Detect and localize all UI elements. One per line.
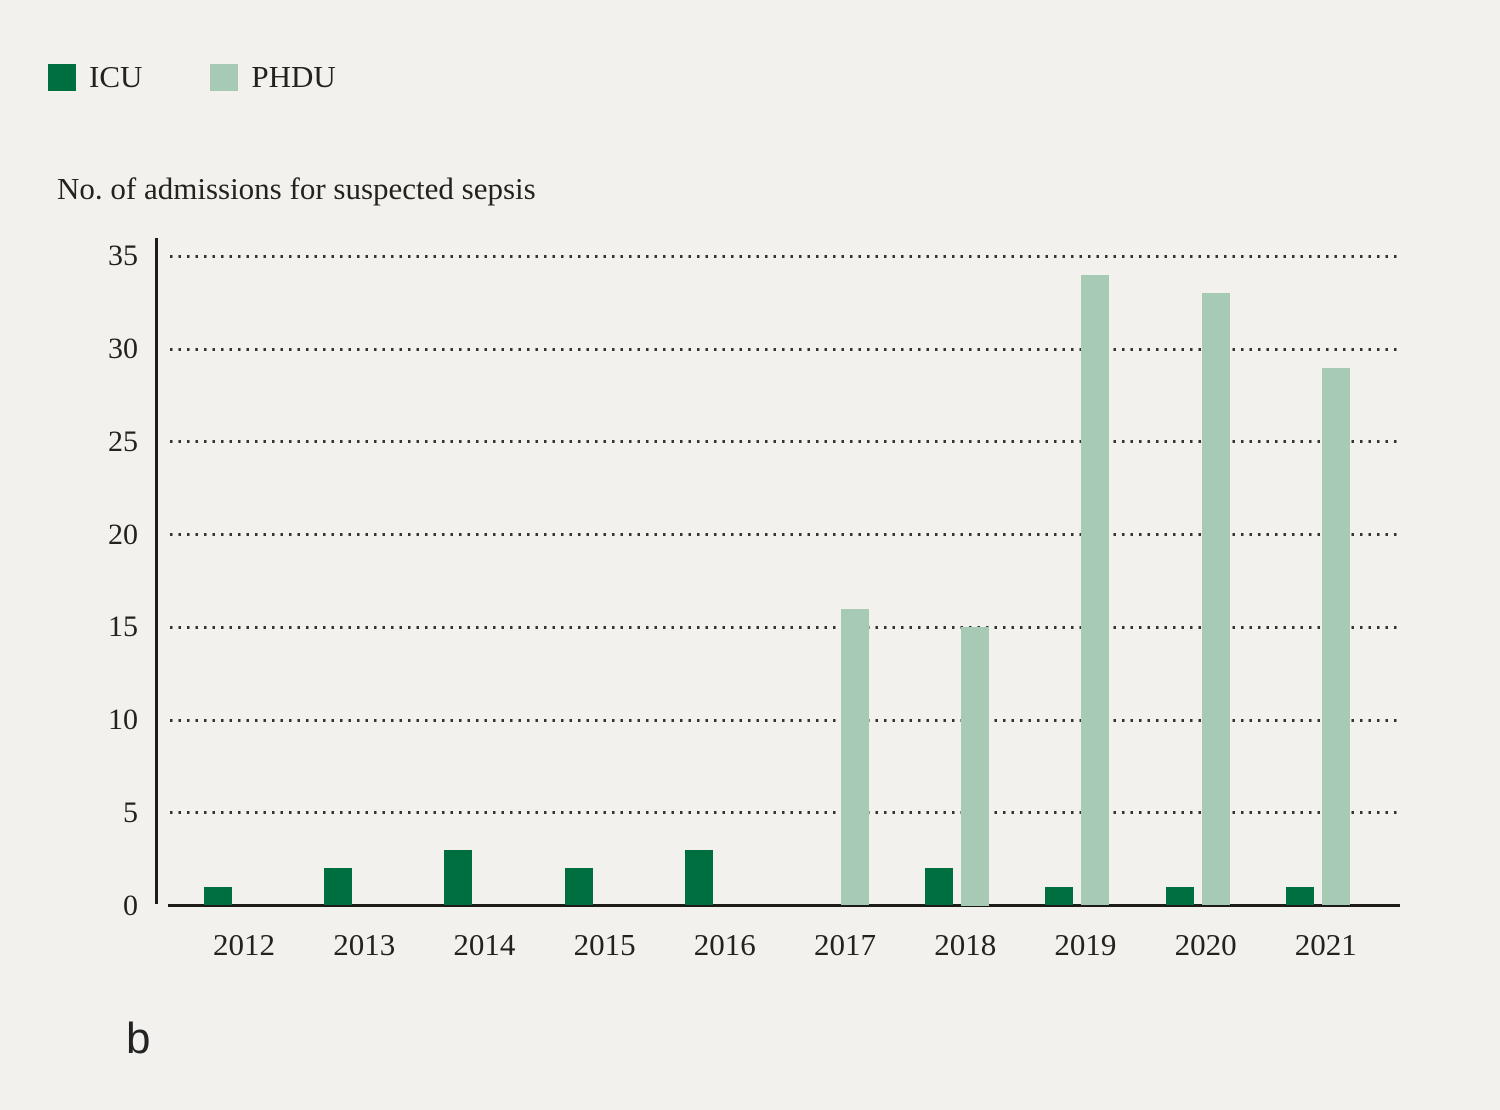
x-tick-label-2019: 2019 [1054, 927, 1117, 962]
gridline-5 [170, 811, 1400, 815]
y-tick-label-20: 20 [108, 517, 138, 551]
bar-phdu-2020 [1201, 293, 1230, 906]
x-tick-label-2018: 2018 [934, 927, 997, 962]
bar-icu-2021 [1285, 886, 1314, 906]
icu-swatch-icon [48, 64, 76, 91]
bar-phdu-2017 [841, 608, 869, 906]
phdu-swatch-icon [210, 64, 239, 91]
bar-icu-2016 [684, 849, 713, 906]
bar-icu-2014 [444, 849, 473, 906]
bar-icu-2019 [1045, 886, 1074, 906]
phdu-legend-label: PHDU [251, 59, 336, 94]
bar-phdu-2018 [961, 627, 990, 906]
bar-icu-2018 [925, 868, 954, 906]
gridline-25 [170, 440, 1400, 444]
y-tick-label-10: 10 [108, 703, 138, 736]
y-tick-label-0: 0 [123, 888, 138, 922]
gridline-35 [170, 254, 1400, 258]
bar-icu-2015 [564, 868, 593, 906]
y-tick-label-15: 15 [108, 610, 138, 644]
gridline-15 [170, 625, 1400, 629]
x-tick-label-2012: 2012 [213, 927, 275, 962]
y-tick-label-35: 35 [108, 239, 138, 273]
bar-icu-2013 [324, 868, 353, 906]
icu-legend-label: ICU [89, 59, 143, 94]
x-tick-label-2016: 2016 [693, 927, 756, 962]
x-tick-label-2020: 2020 [1174, 927, 1237, 962]
y-tick-label-25: 25 [108, 424, 138, 458]
gridline-20 [170, 533, 1400, 536]
gridline-10 [170, 718, 1400, 722]
x-axis-line [168, 904, 1400, 907]
legend-item-icu: ICU [48, 61, 142, 94]
panel-letter: b [126, 1014, 151, 1063]
y-tick-label-5: 5 [123, 795, 138, 829]
bar-phdu-2019 [1081, 274, 1110, 906]
gridline-30 [170, 347, 1400, 351]
bar-phdu-2021 [1321, 367, 1350, 906]
x-tick-label-2015: 2015 [573, 927, 636, 962]
y-tick-label-30: 30 [108, 332, 138, 365]
x-tick-label-2014: 2014 [453, 927, 516, 962]
legend-item-phdu: PHDU [210, 59, 336, 94]
y-axis-title: No. of admissions for suspected sepsis [57, 171, 536, 206]
x-tick-label-2013: 2013 [333, 927, 396, 962]
bar-icu-2012 [204, 886, 232, 906]
bar-icu-2020 [1165, 886, 1194, 906]
y-axis-line [155, 238, 158, 904]
legend: ICU PHDU [48, 61, 336, 94]
x-tick-label-2017: 2017 [814, 927, 876, 962]
x-tick-label-2021: 2021 [1294, 927, 1357, 962]
